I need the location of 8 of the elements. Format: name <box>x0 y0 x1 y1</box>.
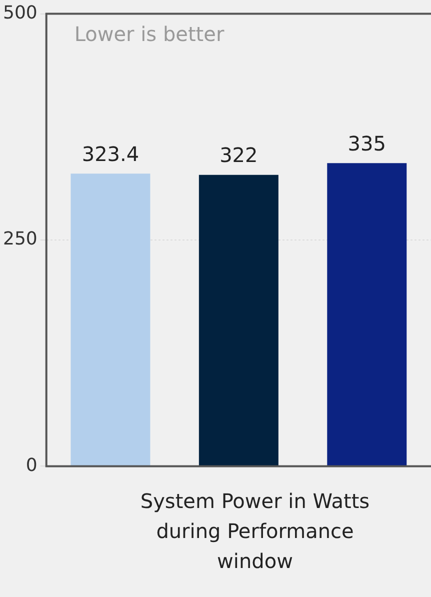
x-axis-title: System Power in Watts during Performance window <box>139 488 371 575</box>
annotation: Lower is better <box>74 22 225 46</box>
y-tick-label: 500 <box>2 2 38 24</box>
y-tick-label: 250 <box>2 228 38 250</box>
y-tick-label: 0 <box>26 454 38 476</box>
data-label: 323.4 <box>82 142 140 166</box>
data-label: 322 <box>220 143 258 168</box>
data-label: 335 <box>348 131 386 156</box>
